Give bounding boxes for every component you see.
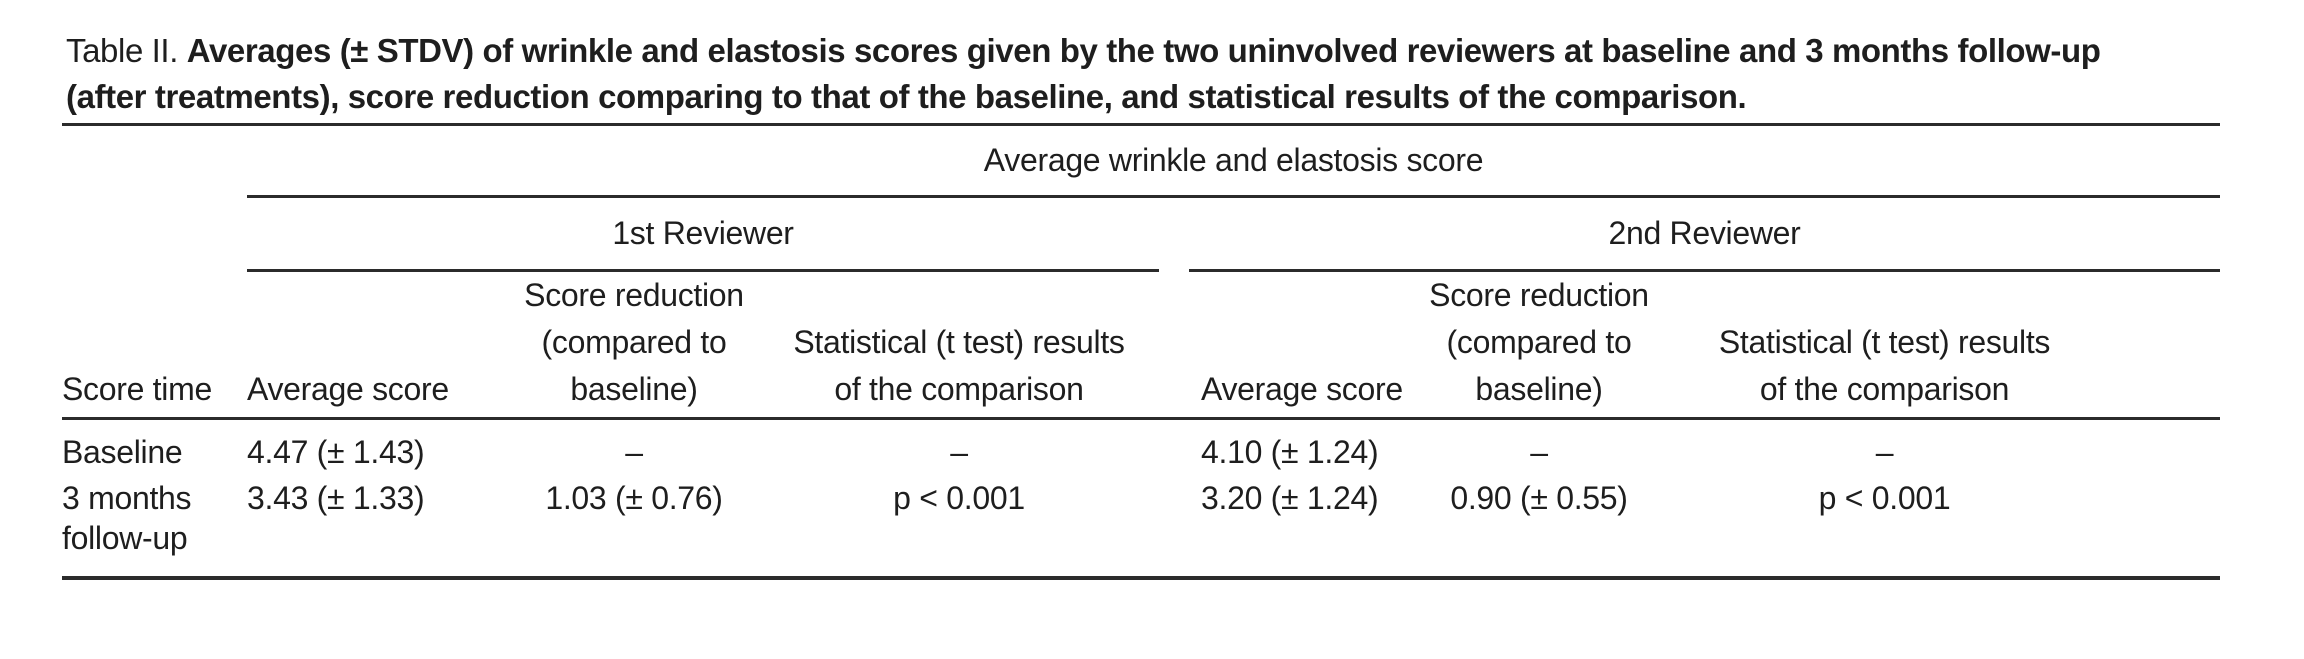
empty-cell bbox=[62, 197, 247, 271]
cell-statistical-2: – bbox=[1875, 434, 1894, 470]
cell-average-score-1: 3.43 (± 1.33) bbox=[247, 472, 509, 580]
table-label: Table II. bbox=[66, 32, 178, 69]
reviewer-group-row: 1st Reviewer 2nd Reviewer bbox=[62, 196, 2220, 272]
span-header-row: Average wrinkle and elastosis score bbox=[62, 124, 2220, 198]
header-line: (compared to bbox=[1446, 324, 1632, 360]
column-gap bbox=[1159, 270, 1189, 420]
span-header: Average wrinkle and elastosis score bbox=[247, 124, 2220, 198]
row-header-line: Baseline bbox=[62, 434, 183, 470]
column-gap bbox=[1159, 197, 1189, 271]
cell-statistical-1: – bbox=[950, 434, 968, 470]
row-header-score-time: 3 months follow-up bbox=[62, 472, 247, 580]
empty-corner-cell bbox=[62, 125, 247, 197]
column-gap bbox=[1159, 472, 1189, 580]
col-header-average-score-1: Average score bbox=[247, 270, 509, 420]
table-row-baseline: Baseline 4.47 (± 1.43) – – 4.10 (± 1.24)… bbox=[62, 419, 2220, 473]
table-caption: Table II. Averages (± STDV) of wrinkle a… bbox=[66, 28, 2241, 120]
group-header-1st-reviewer: 1st Reviewer bbox=[247, 196, 1159, 272]
header-line: Score reduction bbox=[524, 277, 744, 313]
header-line: of the comparison bbox=[834, 371, 1084, 407]
cell-average-score-2: 3.20 (± 1.24) bbox=[1189, 472, 1419, 580]
cell-score-reduction-1: – bbox=[625, 434, 643, 470]
header-line: Statistical (t test) results bbox=[793, 324, 1125, 360]
cell-average-score-2: 4.10 (± 1.24) bbox=[1201, 434, 1379, 470]
header-line: (compared to bbox=[541, 324, 727, 360]
col-header-average-score-2: Average score bbox=[1189, 270, 1419, 420]
header-line: of the comparison bbox=[1759, 371, 2010, 407]
header-line: Score reduction bbox=[1429, 277, 1649, 313]
cell-score-reduction-2: 0.90 (± 0.55) bbox=[1419, 472, 1659, 580]
row-header-score-time: Baseline bbox=[62, 419, 247, 473]
column-gap bbox=[1159, 419, 1189, 473]
col-header-statistical-1: Statistical (t test) results of the comp… bbox=[759, 270, 1159, 420]
col-header-statistical-2: Statistical (t test) results of the comp… bbox=[1659, 270, 2220, 420]
col-header-score-time: Score time bbox=[62, 270, 247, 420]
cell-statistical-2: p < 0.001 bbox=[1659, 472, 2220, 580]
header-line: baseline) bbox=[570, 371, 698, 407]
caption-text-2: (after treatments), score reduction comp… bbox=[66, 78, 1747, 115]
header-line: baseline) bbox=[1475, 371, 1603, 407]
column-header-row: Score time Average score Score reduction… bbox=[62, 270, 2220, 420]
scores-table: Average wrinkle and elastosis score 1st … bbox=[62, 123, 2220, 580]
cell-statistical-1: p < 0.001 bbox=[759, 472, 1159, 580]
row-header-line: 3 months bbox=[62, 480, 192, 516]
col-header-score-reduction-2: Score reduction (compared to baseline) bbox=[1419, 270, 1659, 420]
header-line: Statistical (t test) results bbox=[1718, 324, 2051, 360]
group-header-2nd-reviewer: 2nd Reviewer bbox=[1189, 196, 2220, 272]
caption-text-1: Averages (± STDV) of wrinkle and elastos… bbox=[186, 32, 2101, 69]
table-row-3-months-follow-up: 3 months follow-up 3.43 (± 1.33) 1.03 (±… bbox=[62, 472, 2220, 580]
row-header-line: follow-up bbox=[62, 520, 188, 556]
cell-score-reduction-2: – bbox=[1530, 434, 1548, 470]
cell-average-score-1: 4.47 (± 1.43) bbox=[247, 434, 425, 470]
caption-line-1: Table II. Averages (± STDV) of wrinkle a… bbox=[66, 28, 2241, 74]
col-header-score-reduction-1: Score reduction (compared to baseline) bbox=[509, 270, 759, 420]
cell-score-reduction-1: 1.03 (± 0.76) bbox=[509, 472, 759, 580]
